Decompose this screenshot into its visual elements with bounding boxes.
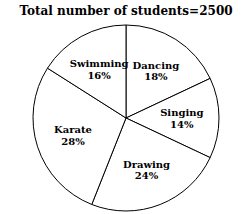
title: Total number of students=2500 — [19, 4, 232, 18]
data-labels: Dancing18% Singing14% Drawing24% Karate28% S… — [54, 58, 204, 181]
slice — [47, 25, 126, 118]
category-label: Swimming — [70, 58, 129, 69]
value-label: 28% — [61, 136, 85, 147]
data-label: Dancing18% — [133, 60, 180, 83]
category-label: Dancing — [133, 60, 180, 71]
value-label: 16% — [87, 70, 111, 81]
chart: Total number of students=2500Dancing18%S… — [0, 0, 252, 214]
data-label: Singing14% — [160, 107, 203, 130]
value-label: 14% — [170, 119, 194, 130]
pie — [33, 25, 219, 211]
value-label: 18% — [144, 71, 168, 82]
data-label: Swimming16% — [70, 58, 129, 81]
value-label: 24% — [135, 170, 159, 181]
category-label: Singing — [160, 107, 203, 118]
data-label: Drawing24% — [123, 159, 170, 182]
data-label: Karate28% — [54, 124, 92, 147]
category-label: Karate — [54, 124, 92, 135]
category-label: Drawing — [123, 159, 170, 170]
